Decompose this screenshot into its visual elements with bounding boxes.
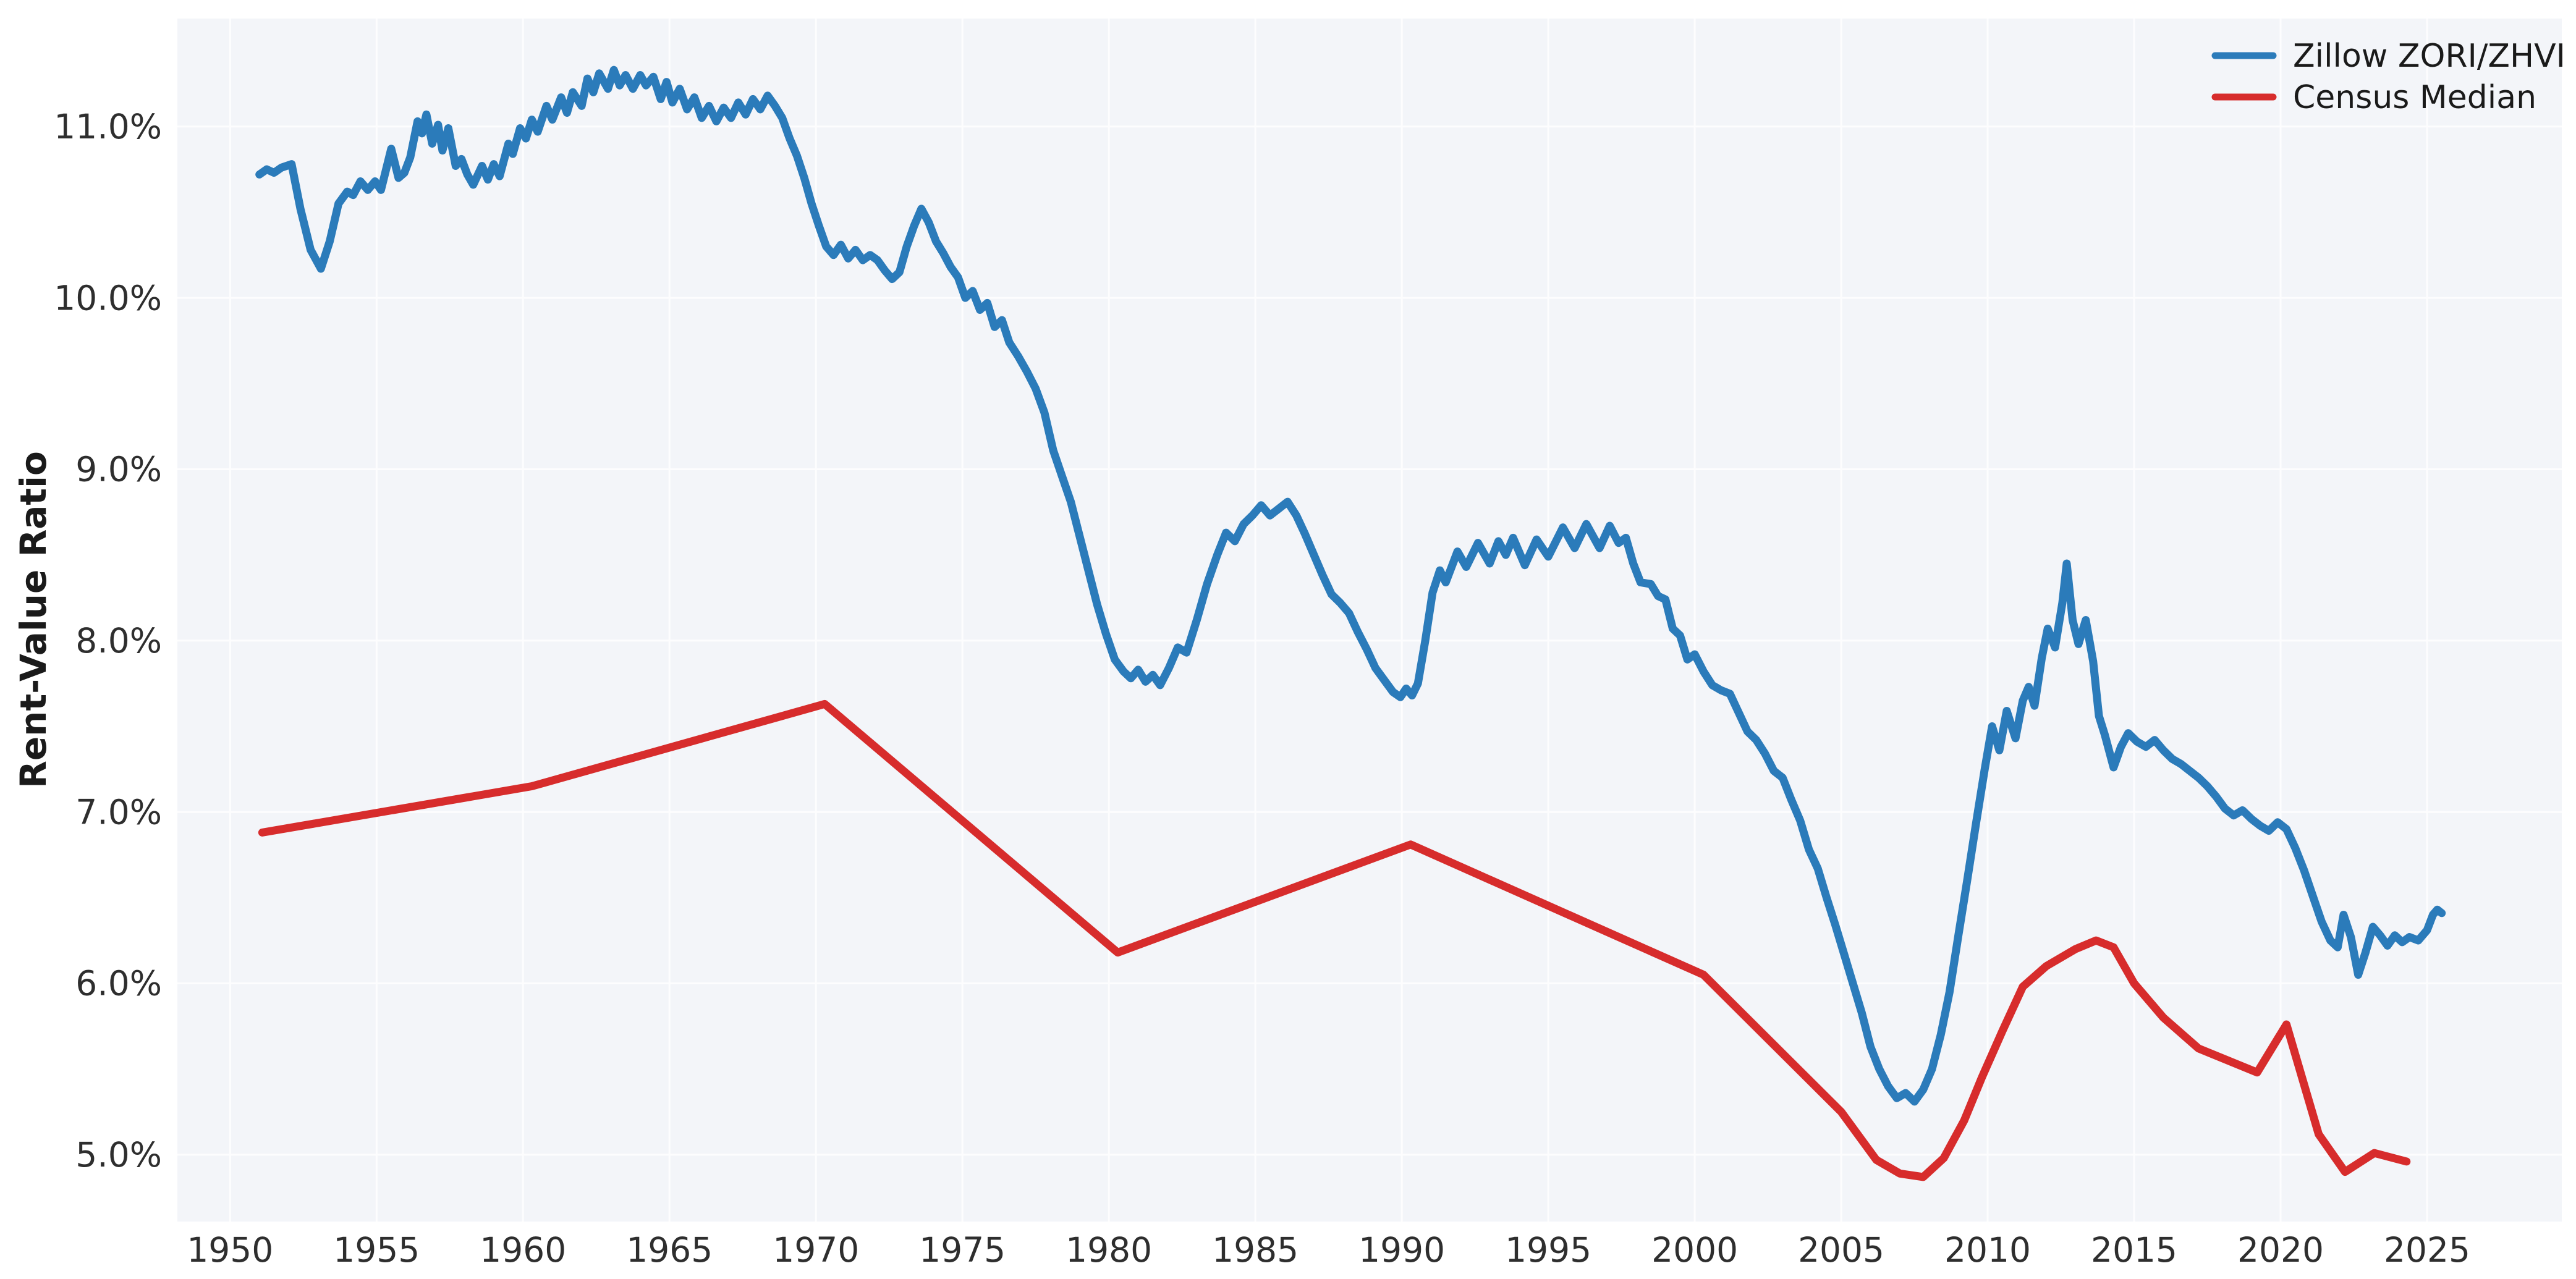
series-line-zillow-zori-zhvi <box>255 65 2446 1106</box>
x-tick-label: 2005 <box>1798 1230 1884 1270</box>
x-tick-label: 2010 <box>1944 1230 2031 1270</box>
legend-label-census-median: Census Median <box>2293 79 2536 116</box>
y-axis-title: Rent-Value Ratio <box>12 451 54 788</box>
gridlines <box>177 19 2562 1222</box>
legend-item-zillow-zori-zhvi: Zillow ZORI/ZHVI <box>2211 38 2565 75</box>
legend: Zillow ZORI/ZHVI Census Median <box>2211 38 2565 116</box>
x-tick-label: 2015 <box>2091 1230 2177 1270</box>
tick-labels: 1950 1955 1960 1965 1970 1975 1980 1985 1990 1995… <box>54 107 2470 1270</box>
series-group <box>255 65 2446 1181</box>
plot-area <box>177 19 2562 1222</box>
x-tick-label: 1995 <box>1505 1230 1591 1270</box>
x-tick-label: 1950 <box>187 1230 273 1270</box>
x-tick-label: 2020 <box>2237 1230 2324 1270</box>
y-tick-label: 10.0% <box>54 278 162 318</box>
x-tick-label: 1970 <box>773 1230 859 1270</box>
x-tick-label: 1990 <box>1358 1230 1445 1270</box>
x-tick-label: 1975 <box>919 1230 1006 1270</box>
y-tick-label: 8.0% <box>75 621 162 661</box>
x-tick-label: 1985 <box>1212 1230 1299 1270</box>
x-tick-label: 2000 <box>1651 1230 1738 1270</box>
legend-label-zillow-zori-zhvi: Zillow ZORI/ZHVI <box>2293 38 2565 75</box>
x-tick-label: 2025 <box>2384 1230 2470 1270</box>
x-tick-label: 1955 <box>333 1230 420 1270</box>
x-tick-label: 1960 <box>480 1230 566 1270</box>
legend-item-census-median: Census Median <box>2211 79 2536 116</box>
y-tick-label: 6.0% <box>75 964 162 1003</box>
y-tick-label: 5.0% <box>75 1135 162 1175</box>
series-line-census-median <box>258 699 2411 1181</box>
x-tick-label: 1965 <box>626 1230 713 1270</box>
x-tick-label: 1980 <box>1066 1230 1152 1270</box>
y-tick-label: 7.0% <box>75 792 162 832</box>
y-tick-label: 11.0% <box>54 107 162 146</box>
y-tick-label: 9.0% <box>75 450 162 489</box>
